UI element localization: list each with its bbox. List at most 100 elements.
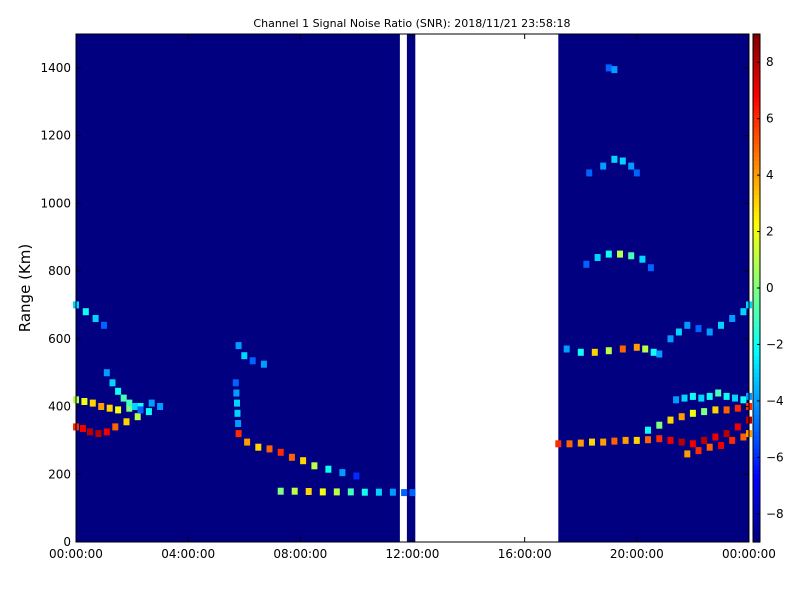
snr-cell	[706, 328, 713, 336]
snr-cell	[409, 489, 416, 497]
colorbar-segment	[753, 228, 760, 234]
snr-cell	[277, 487, 284, 495]
colorbar-segment	[753, 110, 760, 116]
snr-cell	[712, 406, 719, 414]
colorbar-segment	[753, 199, 760, 204]
snr-cell	[678, 413, 685, 421]
colorbar-segment	[753, 262, 760, 268]
colorbar-segment	[753, 537, 760, 543]
colorbar-segment	[753, 216, 760, 221]
colorbar-segment	[753, 359, 760, 365]
snr-cell	[667, 416, 674, 424]
snr-cell	[291, 487, 298, 495]
snr-cell	[729, 315, 736, 322]
snr-cell	[577, 348, 584, 356]
snr-cell	[145, 408, 152, 416]
snr-cell	[288, 453, 295, 461]
colorbar-segment	[753, 131, 760, 137]
snr-cell	[106, 404, 113, 412]
colorbar-segment	[753, 50, 760, 56]
snr-cell	[684, 450, 691, 458]
colorbar-segment	[753, 194, 760, 200]
snr-cell	[689, 409, 696, 417]
snr-cell	[605, 347, 612, 355]
colorbar-segment	[753, 457, 760, 463]
snr-cell	[126, 399, 133, 407]
y-axis-label: Range (Km)	[16, 244, 34, 332]
snr-cell	[577, 439, 584, 447]
snr-cell	[95, 430, 102, 438]
snr-cell	[594, 254, 601, 261]
snr-cell	[277, 448, 284, 456]
colorbar-segment	[753, 427, 760, 433]
colorbar-segment	[753, 516, 760, 522]
snr-cell	[235, 420, 242, 427]
colorbar-segment	[753, 76, 760, 82]
colorbar-segment	[753, 67, 760, 73]
snr-cell	[234, 409, 241, 417]
colorbar-segment	[753, 525, 760, 530]
colorbar-segment	[753, 533, 760, 539]
colorbar-segment	[753, 326, 760, 331]
colorbar-segment	[753, 101, 760, 107]
snr-cell	[611, 437, 618, 445]
colorbar-segment	[753, 271, 760, 276]
snr-cell	[109, 379, 116, 387]
colorbar-segment	[753, 470, 760, 475]
colorbar-segment	[753, 321, 760, 327]
snr-cell	[695, 325, 702, 333]
snr-cell	[605, 64, 612, 72]
x-tick-label: 00:00:00	[722, 547, 776, 561]
snr-cell	[115, 406, 122, 414]
colorbar-segment	[753, 398, 760, 403]
colorbar-segment	[753, 249, 760, 255]
snr-cell	[645, 436, 651, 444]
colorbar-segment	[753, 266, 760, 272]
colorbar-segment	[753, 59, 760, 65]
colorbar-tick-label: 8	[766, 55, 774, 69]
snr-cell	[333, 488, 340, 496]
snr-cell	[611, 66, 618, 74]
snr-cell	[115, 387, 122, 395]
colorbar-segment	[753, 330, 760, 336]
colorbar-segment	[753, 478, 760, 484]
snr-cell	[684, 321, 691, 329]
colorbar-segment	[753, 448, 760, 454]
colorbar-segment	[753, 46, 760, 52]
colorbar-segment	[753, 182, 760, 187]
y-tick-label: 400	[48, 400, 71, 414]
snr-cell	[667, 335, 674, 343]
snr-cell	[347, 488, 354, 496]
snr-cell	[319, 488, 326, 496]
snr-cell	[678, 438, 685, 446]
colorbar-segment	[753, 89, 760, 94]
colorbar-segment	[753, 503, 760, 509]
colorbar-segment	[753, 224, 760, 230]
chart-title: Channel 1 Signal Noise Ratio (SNR): 2018…	[253, 17, 570, 30]
colorbar-segment	[753, 275, 760, 281]
colorbar-segment	[753, 72, 760, 77]
snr-cell	[718, 321, 724, 329]
colorbar-segment	[753, 135, 760, 141]
colorbar-segment	[753, 317, 760, 323]
snr-cell	[656, 421, 663, 429]
snr-cell	[241, 352, 248, 360]
snr-cell	[82, 308, 89, 316]
colorbar-segment	[753, 436, 760, 441]
y-tick-label: 1200	[40, 129, 71, 143]
colorbar-segment	[753, 461, 760, 467]
snr-cell	[617, 250, 623, 258]
snr-cell	[723, 392, 730, 400]
colorbar-segment	[753, 127, 760, 132]
colorbar-segment	[753, 410, 760, 416]
plot-area	[73, 33, 752, 543]
snr-cell	[718, 442, 724, 449]
colorbar-tick-label: 6	[766, 112, 774, 126]
x-tick-label: 00:00:00	[49, 547, 103, 561]
snr-cell	[740, 396, 747, 404]
snr-cell	[701, 436, 708, 444]
snr-cell	[611, 155, 618, 163]
coverage-block-3	[558, 34, 749, 542]
colorbar-segment	[753, 245, 760, 251]
colorbar-segment	[753, 474, 760, 480]
